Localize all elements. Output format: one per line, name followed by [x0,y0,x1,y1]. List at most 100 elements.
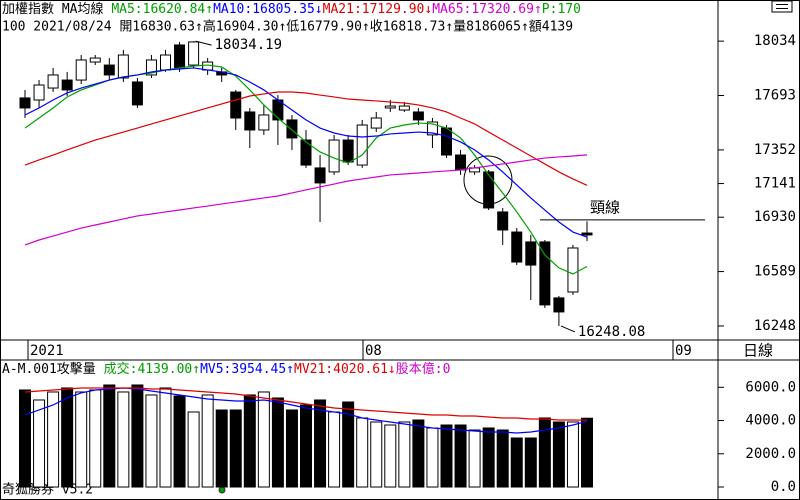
volume-bar [201,394,214,488]
candle-body [47,74,59,89]
volume-bar [314,399,327,488]
date-label: 2021 [30,343,64,359]
volume-bar [89,389,102,488]
legend-item: MA10:16805.35↓ [213,2,323,17]
volume-bar [398,421,411,488]
volume-bar [33,399,46,488]
volume-bar [440,424,453,488]
legend-item: 成交:4139.00↑ [104,361,200,377]
volume-bar [328,411,341,488]
legend-item: 加權指數 MA均線 [2,1,111,17]
candle-body [75,59,87,81]
y-tick-label: 16248 [754,318,796,334]
date-label: 09 [675,343,692,359]
candle-body [19,97,31,109]
volume-bar [257,391,270,488]
candle-body [441,127,452,156]
volume-bar [285,409,298,488]
signal-dot [218,486,226,494]
max-label: 18034.19 [215,37,282,53]
candle-body [581,232,593,236]
volume-bar [117,391,130,488]
volume-bar [187,411,200,488]
volume-bar [19,389,31,488]
volume-bar [61,387,74,488]
candle-body [117,54,129,79]
candle-body [511,231,523,263]
y-tick-label: 17352 [754,142,796,158]
y-tick-label: 18034 [754,33,796,49]
min-label: 16248.08 [578,324,645,340]
volume-bar [524,437,537,488]
volume-bar [229,409,242,488]
candle-body [567,247,579,293]
candle-body [131,81,143,106]
volume-bar [468,429,481,488]
y-tick-label: 2000.0 [745,446,796,462]
volume-bar [538,417,551,488]
candle-body [412,111,424,121]
candle-body [160,54,171,71]
neckline-label: 頸線 [590,198,620,216]
volume-bar [426,427,439,488]
leader-line [560,325,576,333]
info-line: 100 2021/08/24 開16830.63↑高16904.30↑低1677… [2,19,573,35]
candle-body [89,57,101,63]
y-tick-label: 0.0 [771,479,796,495]
legend-item: P:170 [542,2,581,17]
volume-bar [131,384,144,488]
candle-body [258,114,270,131]
candle-body [370,117,382,129]
legend-item: MA65:17320.69↑ [432,2,542,17]
volume-bar [300,404,312,488]
legend-item: MA21:17129.90↓ [323,2,433,17]
candle-body [61,79,73,91]
candle-body [525,241,537,266]
volume-bar [342,401,355,488]
candle-body [33,84,45,101]
candle-body [314,167,326,184]
legend-item: 股本億:0 [396,361,451,377]
volume-bar [75,391,88,488]
legend: A-M.001攻擊量 成交:4139.00↑MV5:3954.45↑MV21:4… [2,361,450,377]
y-tick-label: 4000.0 [745,413,796,429]
volume-bar [159,387,172,488]
volume-bar [47,391,60,488]
legend: 加權指數 MA均線 MA5:16620.84↑MA10:16805.35↓MA2… [2,1,581,17]
candle-body [230,91,242,119]
date-label: 08 [365,343,382,359]
menu-icon[interactable] [771,0,793,13]
ma-line [24,387,588,421]
volume-bar [215,409,228,488]
volume-bar [454,424,467,488]
ma-line [24,67,588,238]
volume-bar [552,421,565,488]
volume-bar [510,437,523,488]
candle-body [398,105,410,111]
volume-bar [566,421,579,488]
y-tick-label: 17141 [754,176,796,192]
candle-body [497,211,509,231]
volume-bar [173,395,186,488]
ma-line [24,91,588,186]
legend-item: A-M.001攻擊量 [2,361,104,377]
volume-bar [581,417,593,488]
volume-bar [356,417,369,488]
volume-bar [384,424,397,488]
candle-body [174,44,186,69]
candle-body [300,139,312,166]
candle-body [356,124,368,166]
volume-bar [370,421,383,488]
candle-body [188,41,200,66]
candle-body [539,241,551,306]
period-label[interactable]: 日線 [743,342,773,360]
legend-item: MV21:4020.61↓ [294,362,396,377]
legend-item: MV5:3954.45↑ [200,362,294,377]
y-tick-label: 17693 [754,88,796,104]
ma-line [24,154,588,246]
volume-bar [482,427,495,488]
candle-body [553,297,565,313]
volume-bar [103,384,116,488]
candle-body [384,105,396,109]
